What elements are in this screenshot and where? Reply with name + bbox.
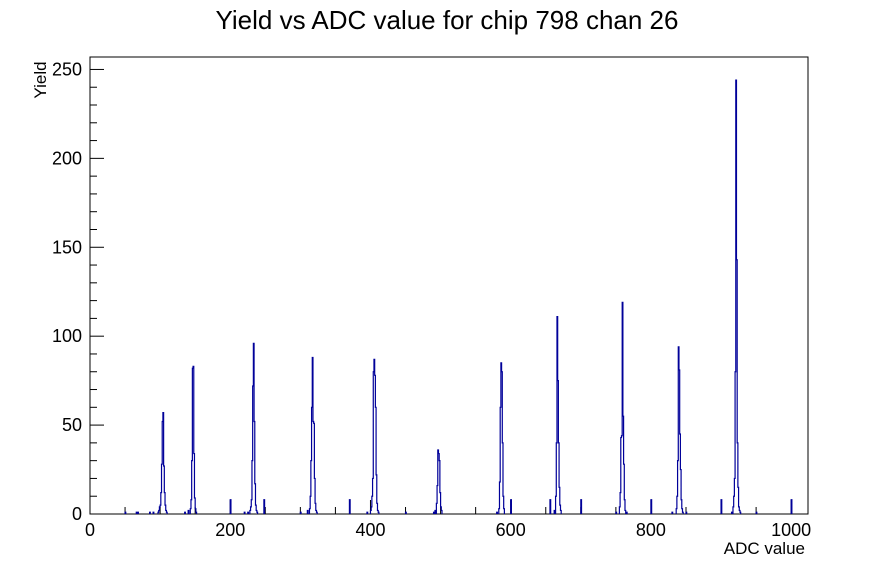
y-axis: 0 50 100 150 200 250 (52, 59, 104, 524)
y-axis-label: Yield (31, 61, 50, 98)
x-tick-label: 200 (215, 520, 245, 540)
x-axis-label: ADC value (724, 539, 805, 558)
x-tick-label: 400 (355, 520, 385, 540)
x-tick-label: 600 (496, 520, 526, 540)
x-tick-label: 0 (85, 520, 95, 540)
plot-frame (89, 56, 809, 515)
histogram-series-line (124, 79, 793, 514)
y-tick-label: 0 (72, 504, 82, 524)
y-tick-label: 50 (62, 415, 82, 435)
y-tick-label: 150 (52, 237, 82, 257)
y-tick-label: 100 (52, 326, 82, 346)
y-tick-label: 200 (52, 148, 82, 168)
x-tick-label: 800 (636, 520, 666, 540)
chart-title: Yield vs ADC value for chip 798 chan 26 (216, 5, 679, 35)
y-tick-label: 250 (52, 59, 82, 79)
x-axis: 0 200 400 600 800 1000 (85, 500, 811, 540)
x-tick-label: 1000 (771, 520, 811, 540)
